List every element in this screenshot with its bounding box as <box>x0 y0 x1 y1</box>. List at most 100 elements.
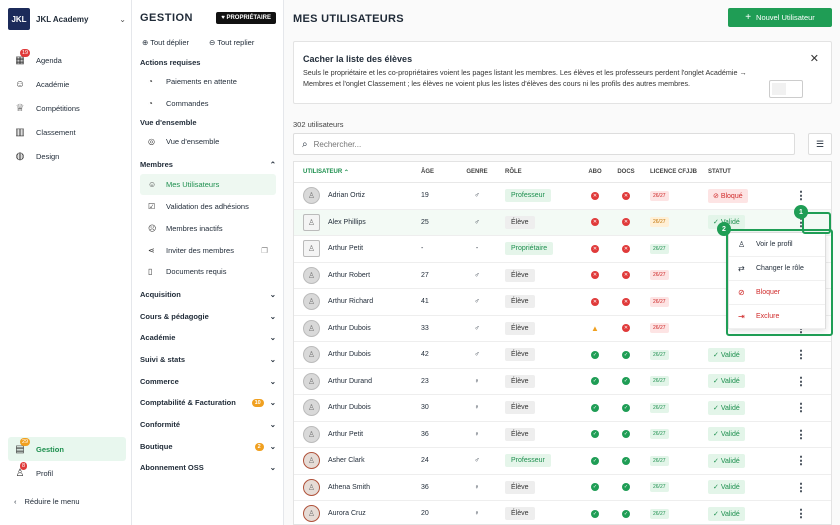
menu-label: Vue d'ensemble <box>166 137 220 146</box>
academy-switcher[interactable]: JKL JKL Academy ⌄ <box>8 8 126 30</box>
section-academie[interactable]: Académie ⌄ <box>140 333 276 342</box>
table-row[interactable]: ♙Arthur Petit--Propriétaire✕✕26/27⋮ <box>294 236 831 263</box>
role-badge: Élève <box>505 321 535 335</box>
nav-item-academie[interactable]: ☺ Académie <box>8 72 126 96</box>
search-box[interactable]: ⌕ <box>293 133 795 155</box>
filter-button[interactable]: ☰ <box>808 133 832 155</box>
section-vue-ensemble: Vue d'ensemble <box>140 118 276 127</box>
cross-icon: ✕ <box>622 191 630 200</box>
menu-paiements-en-attente[interactable]: ◔ Paiements en attente <box>140 71 276 92</box>
more-options-icon[interactable]: ⋮ <box>795 349 807 362</box>
more-options-icon[interactable]: ⋮ <box>795 216 807 229</box>
license-badge: 26/27 <box>650 323 669 334</box>
gender-icon: ♂ <box>474 271 480 279</box>
search-input[interactable] <box>313 139 754 149</box>
table-row[interactable]: ♙ Adrian Ortiz 19 ♂ Professeur ✕ ✕ 26/27 ⊘ Bloqu… <box>294 183 831 210</box>
menu-change-role[interactable]: ⇄ Changer le rôle <box>729 257 825 281</box>
collapse-menu-button[interactable]: ‹ Réduire le menu <box>14 497 80 506</box>
menu-view-profile[interactable]: ♙ Voir le profil <box>729 233 825 257</box>
more-options-icon[interactable]: ⋮ <box>795 375 807 388</box>
menu-exclude[interactable]: ⇥ Exclure <box>729 305 825 329</box>
chevron-up-icon: ⌃ <box>269 160 276 169</box>
table-row[interactable]: ♙ Asher Clark 24 ♂ Professeur ✓ ✓ 26/27 ✓ Validé… <box>294 448 831 475</box>
table-row[interactable]: ♙ Alex Phillips 25 ♂ Élève ✕ ✕ 26/27 ✓ Validé ⋮ <box>294 209 831 236</box>
nav-item-design[interactable]: ◍ Design <box>8 144 126 168</box>
profil-badge: 8 <box>20 462 28 470</box>
license-badge: 26/27 <box>650 429 669 440</box>
menu-commandes[interactable]: ◔ Commandes <box>140 93 276 114</box>
section-boutique[interactable]: Boutique 2 ⌄ <box>140 442 276 451</box>
nav-item-classement[interactable]: ▥ Classement <box>8 120 126 144</box>
menu-block[interactable]: ⊘ Bloquer <box>729 281 825 305</box>
gender-icon: ♂ <box>474 457 480 465</box>
role-badge: Professeur <box>505 454 551 468</box>
nav-item-profil[interactable]: ♙ 8 Profil <box>8 461 126 485</box>
collapse-all-button[interactable]: ⊖ Tout replier <box>209 38 255 47</box>
chevron-down-icon: ⌄ <box>269 333 276 342</box>
table-row[interactable]: ♙ Athena Smith 36 ♀ Élève ✓ ✓ 26/27 ✓ Validé ⋮ <box>294 475 831 501</box>
cross-icon: ✕ <box>591 191 599 200</box>
menu-inviter-membres[interactable]: ⋖ Inviter des membres ❐ <box>140 240 276 261</box>
user-age: 24 <box>421 457 429 465</box>
table-row[interactable]: ♙ Arthur Petit 36 ♀ Élève ✓ ✓ 26/27 ✓ Validé ⋮ <box>294 422 831 448</box>
sort-asc-icon: ⌃ <box>343 169 349 176</box>
table-row[interactable]: ♙ Arthur Dubois 42 ♂ Élève ✓ ✓ 26/27 ✓ Validé ⋮ <box>294 342 831 369</box>
table-row[interactable]: ♙ Arthur Dubois 30 ♀ Élève ✓ ✓ 26/27 ✓ Validé ⋮ <box>294 395 831 422</box>
expand-all-label: Tout déplier <box>150 38 190 47</box>
section-cours-pedagogie[interactable]: Cours & pédagogie ⌄ <box>140 312 276 321</box>
section-conformite[interactable]: Conformité ⌄ <box>140 420 276 429</box>
nav-item-agenda[interactable]: ▦ 19 Agenda <box>8 48 126 72</box>
user-age: 41 <box>421 298 429 306</box>
new-user-button[interactable]: + Nouvel Utilisateur <box>728 8 832 27</box>
avatar: ♙ <box>303 187 320 205</box>
users-icon: ☺ <box>14 78 26 90</box>
menu-documents-requis[interactable]: ▯ Documents requis <box>140 261 276 282</box>
search-icon: ⌕ <box>302 138 308 150</box>
section-abonnement-oss[interactable]: Abonnement OSS ⌄ <box>140 463 276 472</box>
section-label: Acquisition <box>140 290 181 299</box>
chevron-down-icon: ⌄ <box>269 420 276 429</box>
nav-item-competitions[interactable]: ♕ Compétitions <box>8 96 126 120</box>
user-name: Athena Smith <box>328 483 371 491</box>
menu-label: Mes Utilisateurs <box>166 180 220 189</box>
academy-name: JKL Academy <box>36 14 89 24</box>
user-name: Arthur Dubois <box>328 351 371 359</box>
section-commerce[interactable]: Commerce ⌄ <box>140 377 276 386</box>
menu-mes-utilisateurs[interactable]: ☺ Mes Utilisateurs <box>140 174 276 195</box>
table-row[interactable]: ♙ Aurora Cruz 20 ♀ Élève ✓ ✓ 26/27 ✓ Validé ⋮ <box>294 501 831 524</box>
more-options-icon[interactable]: ⋮ <box>795 428 807 441</box>
more-options-icon[interactable]: ⋮ <box>795 508 807 521</box>
check-icon: ✓ <box>622 483 630 492</box>
more-options-icon[interactable]: ⋮ <box>795 190 807 203</box>
more-options-icon[interactable]: ⋮ <box>795 481 807 494</box>
status-label: Validé <box>720 378 740 386</box>
chevron-down-icon: ⌄ <box>269 463 276 472</box>
expand-all-button[interactable]: ⊕ Tout déplier <box>142 38 190 47</box>
gender-icon: ♀ <box>474 404 480 412</box>
role-badge: Élève <box>505 507 535 521</box>
section-suivi-stats[interactable]: Suivi & stats ⌄ <box>140 355 276 364</box>
license-badge: 26/27 <box>650 455 669 466</box>
cross-icon: ✕ <box>622 297 630 306</box>
share-icon: ⋖ <box>148 246 155 255</box>
table-row[interactable]: ♙ Arthur Durand 23 ♀ Élève ✓ ✓ 26/27 ✓ Validé ⋮ <box>294 369 831 395</box>
more-options-icon[interactable]: ⋮ <box>795 402 807 415</box>
column-user[interactable]: UTILISATEUR ⌃ <box>294 169 421 176</box>
menu-validation-adhesions[interactable]: ☑ Validation des adhésions <box>140 196 276 217</box>
section-acquisition[interactable]: Acquisition ⌄ <box>140 290 276 299</box>
menu-vue-ensemble[interactable]: ◎ Vue d'ensemble <box>140 131 276 152</box>
status-badge: ✓ Validé <box>708 374 745 389</box>
hide-students-toggle[interactable] <box>769 80 803 98</box>
section-comptabilite[interactable]: Comptabilité & Facturation 10 ⌄ <box>140 398 276 407</box>
more-options-icon[interactable]: ⋮ <box>795 455 807 468</box>
avatar: ♙ <box>303 425 320 443</box>
close-icon[interactable]: ✕ <box>809 53 819 65</box>
menu-membres-inactifs[interactable]: ☹ Membres inactifs <box>140 218 276 239</box>
nav-item-gestion[interactable]: ▤ 29 Gestion <box>8 437 126 461</box>
section-membres[interactable]: Membres ⌃ <box>140 160 276 169</box>
status-label: Validé <box>720 219 740 227</box>
copy-icon[interactable]: ❐ <box>261 246 268 255</box>
